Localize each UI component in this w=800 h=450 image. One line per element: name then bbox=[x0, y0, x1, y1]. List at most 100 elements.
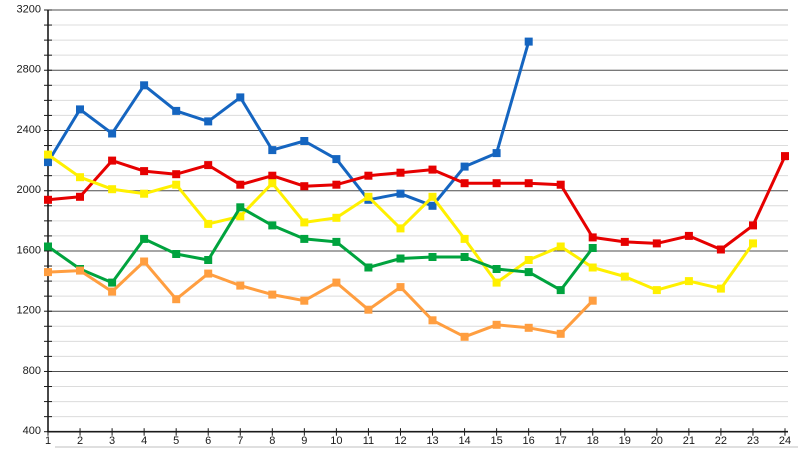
green-data-point bbox=[268, 221, 277, 230]
y-axis-tick-label: 1200 bbox=[17, 305, 41, 317]
yellow-data-point bbox=[588, 263, 597, 272]
x-axis-tick-label: 19 bbox=[619, 435, 631, 447]
green-data-point bbox=[44, 242, 52, 251]
yellow-data-point bbox=[524, 256, 533, 264]
red-data-point bbox=[492, 179, 501, 188]
x-axis-tick-label: 2 bbox=[77, 435, 83, 447]
blue-data-point bbox=[44, 158, 52, 167]
red-data-point bbox=[300, 182, 309, 191]
series-green bbox=[44, 203, 597, 295]
x-axis-tick-label: 14 bbox=[458, 435, 470, 447]
y-axis-tick-label: 2000 bbox=[17, 184, 41, 196]
x-axis-tick-label: 5 bbox=[173, 435, 179, 447]
green-data-point bbox=[364, 263, 373, 272]
yellow-data-point bbox=[396, 224, 405, 233]
red-data-point bbox=[620, 237, 629, 246]
red-data-point bbox=[140, 167, 149, 176]
green-data-point bbox=[108, 278, 117, 287]
blue-data-point bbox=[332, 155, 341, 164]
orange-data-point bbox=[492, 320, 501, 329]
green-data-point bbox=[172, 250, 181, 258]
red-data-point bbox=[204, 161, 213, 170]
green-data-point bbox=[492, 265, 501, 273]
x-axis-tick-label: 12 bbox=[394, 435, 406, 447]
orange-data-point bbox=[44, 268, 52, 277]
yellow-data-point bbox=[332, 213, 341, 222]
red-data-point bbox=[108, 156, 117, 165]
red-data-point bbox=[460, 179, 469, 188]
series-red bbox=[44, 152, 789, 254]
yellow-data-point bbox=[652, 286, 661, 295]
yellow-data-point bbox=[716, 284, 725, 293]
green-data-point bbox=[332, 237, 341, 246]
blue-data-point bbox=[300, 137, 309, 145]
orange-data-point bbox=[364, 305, 373, 314]
y-axis-tick-label: 2400 bbox=[17, 124, 41, 136]
red-data-point bbox=[396, 168, 405, 177]
y-axis-tick-label: 2800 bbox=[17, 64, 41, 76]
orange-data-point bbox=[236, 281, 245, 290]
red-data-point bbox=[332, 180, 341, 189]
series-green-markers bbox=[44, 203, 597, 295]
orange-data-point bbox=[396, 283, 405, 292]
y-gridlines-minor bbox=[48, 24, 788, 418]
x-axis-tick-label: 8 bbox=[269, 435, 275, 447]
series-red-markers bbox=[44, 152, 789, 254]
y-axis-tick-label: 1600 bbox=[17, 244, 41, 256]
yellow-data-point bbox=[460, 234, 469, 243]
orange-data-point bbox=[428, 316, 437, 325]
red-data-point bbox=[428, 165, 437, 174]
yellow-data-point bbox=[684, 277, 693, 286]
x-axis-tick-label: 22 bbox=[715, 435, 727, 447]
orange-data-point bbox=[108, 287, 117, 296]
series-yellow-markers bbox=[44, 150, 757, 295]
orange-data-point bbox=[204, 269, 213, 278]
orange-data-point bbox=[460, 332, 469, 341]
orange-data-point bbox=[172, 295, 181, 304]
series-orange bbox=[44, 257, 597, 341]
series-blue bbox=[44, 37, 533, 210]
green-data-point bbox=[556, 286, 565, 295]
x-axis-tick-label: 11 bbox=[363, 435, 374, 447]
yellow-data-point bbox=[620, 272, 629, 281]
series-red-line bbox=[46, 154, 787, 251]
orange-data-point bbox=[76, 266, 84, 275]
y-axis-tick-label: 400 bbox=[23, 425, 41, 437]
yellow-data-point bbox=[76, 173, 84, 182]
x-axis-tick-label: 6 bbox=[205, 435, 211, 447]
green-data-point bbox=[460, 253, 469, 261]
x-axis-tick-label: 20 bbox=[651, 435, 663, 447]
yellow-data-point bbox=[556, 242, 565, 251]
yellow-data-point bbox=[204, 219, 213, 228]
yellow-data-point bbox=[268, 179, 277, 188]
blue-data-point bbox=[140, 81, 149, 90]
blue-data-point bbox=[460, 162, 469, 171]
orange-data-point bbox=[556, 329, 565, 338]
red-data-point bbox=[268, 171, 277, 180]
blue-data-point bbox=[396, 189, 405, 198]
yellow-data-point bbox=[300, 218, 309, 227]
x-axis-tick-label: 16 bbox=[523, 435, 535, 447]
red-data-point bbox=[716, 245, 725, 254]
x-axis-ticks bbox=[47, 428, 786, 436]
blue-data-point bbox=[524, 37, 533, 46]
yellow-data-point bbox=[749, 239, 757, 248]
orange-data-point bbox=[524, 323, 533, 332]
orange-data-point bbox=[268, 290, 277, 299]
series-orange-markers bbox=[44, 257, 597, 341]
x-axis-tick-label: 21 bbox=[683, 435, 695, 447]
red-data-point bbox=[524, 179, 533, 188]
x-axis-tick-label: 4 bbox=[141, 435, 147, 447]
orange-data-point bbox=[332, 278, 341, 287]
green-data-point bbox=[428, 253, 437, 261]
green-data-point bbox=[396, 254, 405, 263]
red-data-point bbox=[749, 221, 757, 230]
red-data-point bbox=[364, 171, 373, 180]
blue-data-point bbox=[204, 117, 213, 126]
green-data-point bbox=[140, 234, 149, 243]
red-data-point bbox=[556, 180, 565, 189]
orange-data-point bbox=[140, 257, 149, 266]
series-blue-line bbox=[46, 40, 531, 208]
